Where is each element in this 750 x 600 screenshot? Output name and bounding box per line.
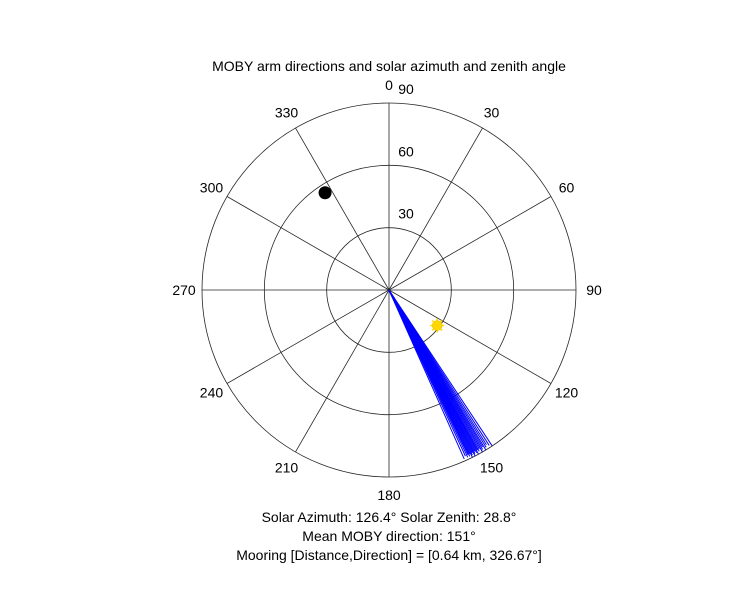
grid-spoke-30 xyxy=(388,127,483,291)
theta-tick-label: 120 xyxy=(555,385,579,401)
tick-labels: 0 30 60 90 120 150 180 210 240 270 300 330 30 60 90 xyxy=(172,77,602,503)
r-tick-label: 60 xyxy=(398,143,414,159)
grid-spoke-330 xyxy=(295,127,390,291)
theta-tick-label: 30 xyxy=(484,104,500,120)
mooring-caption: Mooring [Distance,Direction] = [0.64 km,… xyxy=(236,547,542,563)
theta-tick-label: 60 xyxy=(559,180,575,196)
grid-spoke-60 xyxy=(388,196,552,291)
grid-spoke-300 xyxy=(226,196,390,291)
moby-direction-caption: Mean MOBY direction: 151° xyxy=(302,528,476,544)
theta-tick-label: 330 xyxy=(275,104,299,120)
data-layer xyxy=(318,186,493,460)
sun-dot xyxy=(431,320,443,331)
theta-tick-label: 210 xyxy=(275,460,299,476)
grid-spoke-210 xyxy=(295,289,390,453)
theta-tick-label: 180 xyxy=(377,487,401,503)
theta-tick-label: 240 xyxy=(200,385,224,401)
theta-tick-label: 150 xyxy=(480,460,504,476)
theta-tick-label: 300 xyxy=(200,180,224,196)
grid-spoke-120 xyxy=(388,289,552,384)
r-tick-label: 30 xyxy=(398,206,414,222)
theta-tick-label: 270 xyxy=(172,282,196,298)
r-tick-label: 90 xyxy=(398,81,414,97)
moby-arm-line xyxy=(388,289,465,460)
mooring-marker xyxy=(318,186,332,200)
grid-spoke-240 xyxy=(226,289,390,384)
solar-caption: Solar Azimuth: 126.4° Solar Zenith: 28.8… xyxy=(261,509,517,525)
sun-marker xyxy=(430,318,445,333)
chart-title: MOBY arm directions and solar azimuth an… xyxy=(212,58,566,74)
theta-tick-label: 90 xyxy=(586,282,602,298)
theta-tick-label: 0 xyxy=(385,77,393,93)
